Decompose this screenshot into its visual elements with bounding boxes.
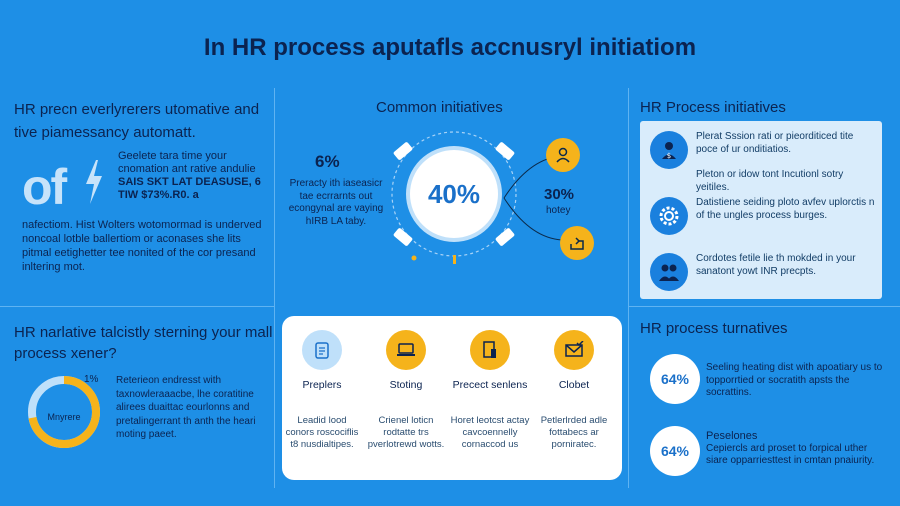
list-item: $ Plerat Sssion rati or pieorditiced tit… [650, 131, 876, 169]
top-middle-left-text: Preracty ith iaseasicr tae ecrrarnts out… [288, 178, 384, 227]
pin-markers [411, 255, 456, 264]
top-right-heading: HR Process initiatives [640, 99, 786, 116]
divider-vertical-right [628, 88, 629, 488]
step-column: Precect senlens Horet leotcst actay cavc… [450, 330, 530, 451]
top-left-body: nafectiom. Hist Wolters wotomormad is un… [22, 219, 262, 273]
center-percent-circle: 40% [406, 146, 502, 242]
person-icon [546, 138, 580, 172]
list-item: Pleton or idow tont Incutionl sotry yeit… [696, 169, 876, 194]
top-middle-heading: Common initiatives [376, 99, 503, 116]
donut-arc [28, 376, 100, 448]
list-item: Cordotes fetile lie th mokded in your sa… [650, 253, 876, 291]
step-desc: Crienel loticn rodtatte trs pverlotrewd … [367, 415, 445, 450]
refresh-icon [560, 226, 594, 260]
divider-horizontal-right [628, 306, 900, 307]
document-icon [470, 330, 510, 370]
top-left-subtext-normal: Geelete tara time your cnomation ant rat… [118, 150, 256, 175]
lightning-icon [86, 160, 102, 204]
stat-body: Seeling heating dist with apoatiary us t… [706, 362, 883, 398]
stat-percent-circle: 64% [650, 354, 700, 404]
donut-chart [28, 376, 100, 448]
laptop-icon [386, 330, 426, 370]
step-name: Precect senlens [452, 379, 528, 391]
list-item-text: Pleton or idow tont Incutionl sotry yeit… [696, 169, 844, 193]
donut-label: Mnyrere [47, 412, 81, 422]
top-middle-right-label: hotey [546, 205, 571, 216]
bottom-left-heading: HR narlative talcistly sterning your mal… [14, 324, 273, 362]
top-left-big-text: of [22, 159, 67, 215]
connector-ring-icon [391, 131, 517, 257]
stat-text: Seeling heating dist with apoatiary us t… [706, 362, 886, 400]
top-right-panel: $ Plerat Sssion rati or pieorditiced tit… [640, 121, 882, 299]
stat-body: Cepiercls ard proset to forpical uther s… [706, 442, 875, 467]
top-left-subtext-bold: SAIS SKT LAT DEASUSE, 6 TIW $73%.R0. a [118, 176, 261, 201]
step-desc: Petlerlrded adle fottabecs ar porniratec… [540, 415, 608, 450]
gear-icon [650, 197, 688, 235]
page-title: In HR process aputafls accnusryl initiat… [203, 34, 697, 61]
people-icon [650, 253, 688, 291]
list-item-text: Plerat Sssion rati or pieorditiced tite … [696, 131, 854, 155]
stat-percent-circle: 64% [650, 426, 700, 476]
stat-title: Peselones [706, 430, 758, 442]
bottom-left-body: Reterieon endresst with taxnowleraaacbe,… [116, 375, 256, 440]
bottom-middle-panel: Preplers Leadid lood conors roscociflis … [282, 316, 622, 480]
list-item: Datistiene seiding ploto avfev uplorctis… [650, 197, 876, 235]
svg-text:$: $ [667, 152, 671, 160]
mail-check-icon [554, 330, 594, 370]
divider-horizontal-left [0, 306, 274, 307]
bottom-right-heading: HR process turnatives [640, 320, 788, 337]
list-item-text: Datistiene seiding ploto avfev uplorctis… [696, 197, 875, 221]
step-column: Preplers Leadid lood conors roscociflis … [282, 330, 362, 451]
top-middle-left-percent: 6% [315, 152, 340, 171]
step-name: Stoting [389, 379, 423, 391]
step-column: Stoting Crienel loticn rodtatte trs pver… [366, 330, 446, 451]
divider-vertical-left [274, 88, 275, 488]
top-middle-right-percent: 30% [544, 186, 575, 203]
step-column: Clobet Petlerlrded adle fottabecs ar por… [534, 330, 614, 451]
list-item-text: Cordotes fetile lie th mokded in your sa… [696, 253, 856, 277]
person-dollar-icon: $ [650, 131, 688, 169]
step-desc: Horet leotcst actay cavcoennelly cornacc… [450, 415, 530, 450]
stat-text: Peselones Cepiercls ard proset to forpic… [706, 430, 886, 468]
donut-percent: 1% [84, 374, 99, 385]
step-name: Preplers [302, 379, 342, 391]
clipboard-icon [302, 330, 342, 370]
step-name: Clobet [558, 379, 590, 391]
top-left-subtext: Geelete tara time your cnomation ant rat… [118, 150, 268, 202]
step-desc: Leadid lood conors roscociflis t8 nusdia… [285, 415, 359, 450]
top-left-heading: HR precn everlyrerers utomative and tive… [14, 101, 260, 141]
